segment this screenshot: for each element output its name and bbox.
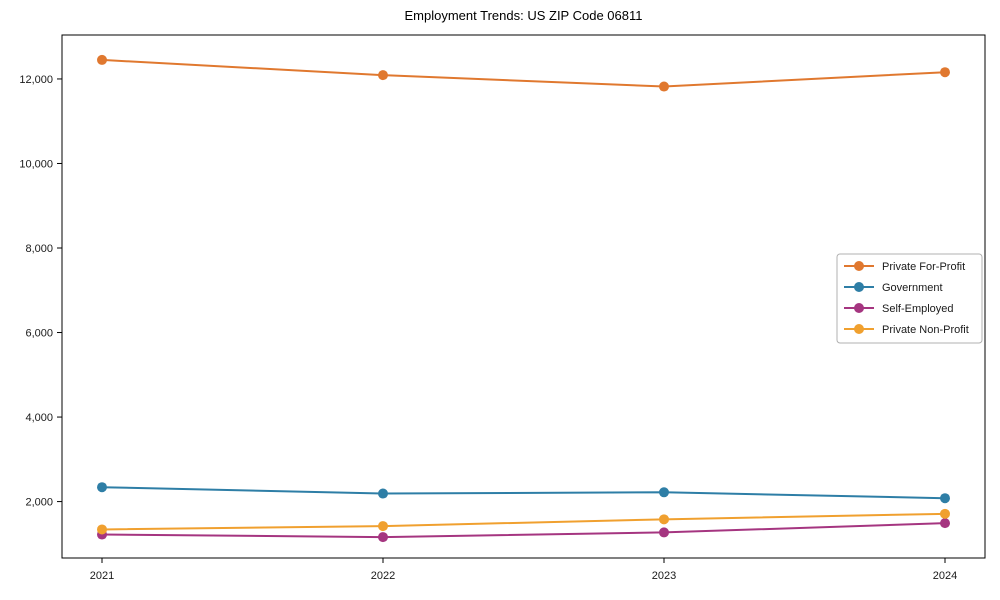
y-tick-label: 2,000 xyxy=(25,497,53,509)
legend-sample-marker-self-employed xyxy=(854,303,864,313)
data-point-private-for-profit xyxy=(97,54,107,65)
series-line-private-for-profit xyxy=(101,58,946,88)
axes-frame xyxy=(61,34,986,559)
series-line-government xyxy=(101,486,946,500)
y-tick-label: 12,000 xyxy=(19,74,53,86)
x-tick-label: 2021 xyxy=(90,570,114,582)
data-point-private-non-profit xyxy=(659,514,669,525)
legend-sample-marker-government xyxy=(854,282,864,292)
data-point-private-non-profit xyxy=(378,521,388,532)
data-point-self-employed xyxy=(378,532,388,543)
x-tick-label: 2023 xyxy=(652,570,676,582)
data-point-private-non-profit xyxy=(97,524,107,535)
legend-sample-marker-private-non-profit xyxy=(854,324,864,334)
y-tick-label: 10,000 xyxy=(19,158,53,170)
data-point-private-non-profit xyxy=(940,508,950,519)
y-tick-label: 6,000 xyxy=(25,328,53,340)
data-point-self-employed xyxy=(940,518,950,529)
data-point-self-employed xyxy=(659,527,669,538)
legend-label-government: Government xyxy=(882,282,943,294)
data-point-government xyxy=(97,482,107,493)
legend-label-private-non-profit: Private Non-Profit xyxy=(882,324,969,336)
legend-box xyxy=(836,253,983,344)
y-tick-label: 4,000 xyxy=(25,412,53,424)
legend-label-private-for-profit: Private For-Profit xyxy=(882,261,965,273)
x-tick-label: 2022 xyxy=(371,570,395,582)
data-point-government xyxy=(659,487,669,498)
data-point-private-for-profit xyxy=(378,70,388,81)
y-tick-label: 8,000 xyxy=(25,243,53,255)
x-tick-label: 2024 xyxy=(933,570,957,582)
series-line-self-employed xyxy=(101,522,946,539)
data-point-private-for-profit xyxy=(659,81,669,92)
data-point-private-for-profit xyxy=(940,67,950,78)
legend-sample-marker-private-for-profit xyxy=(854,261,864,271)
chart-title: Employment Trends: US ZIP Code 06811 xyxy=(404,8,643,23)
data-point-government xyxy=(940,493,950,504)
data-point-government xyxy=(378,488,388,499)
series-line-private-non-profit xyxy=(101,512,946,531)
legend-label-self-employed: Self-Employed xyxy=(882,303,954,315)
